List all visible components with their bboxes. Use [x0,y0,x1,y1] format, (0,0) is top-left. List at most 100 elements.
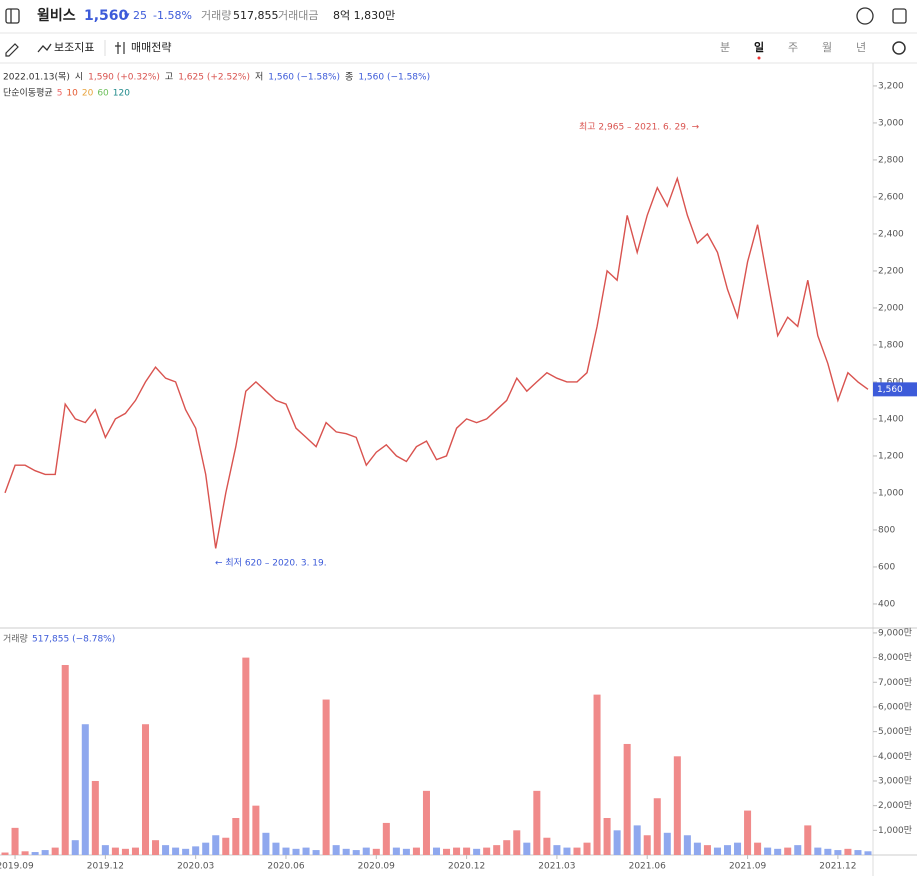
volume-bar [533,790,541,855]
y-tick-label: 4,000만 [878,751,912,762]
volume-bar [262,832,270,855]
volume-bar [312,850,320,855]
volume-bar [101,845,109,855]
volume-title-value: 517,855 (−8.78%) [32,635,115,645]
volume-bar [864,851,872,855]
x-tick-label: 2021.03 [538,862,575,872]
y-tick-label: 600 [878,562,895,572]
period-tab[interactable]: 월 [822,41,832,54]
volume-bar [713,847,721,855]
legend-close: 1,560 (−1.58%) [358,73,430,83]
volume-bar [111,847,119,855]
price-line [4,176,869,549]
volume-bar [844,848,852,855]
volume-bar [71,840,79,855]
y-tick-label: 1,200 [878,451,904,461]
y-tick-label: 7,000만 [878,677,912,688]
volume-bar [693,842,701,855]
volume-bar [252,805,260,855]
volume-bar [593,694,601,855]
volume-bar [723,845,732,855]
current-price-label: 1,560 [877,385,903,395]
period-tab[interactable]: 일 [754,40,764,54]
period-tab[interactable]: 분 [720,41,730,54]
more-button[interactable] [856,7,874,25]
y-tick-label: 800 [878,525,895,535]
volume-bar [152,840,160,855]
volume-bar [483,847,491,855]
period-tab[interactable]: 년 [856,41,866,54]
volume-bar [824,848,832,855]
volume-bar [774,848,782,855]
y-tick-label: 2,000만 [878,800,912,811]
volume-bar [81,724,89,855]
y-tick-label: 1,000 [878,488,904,498]
volume-bar [683,835,691,855]
volume-bar [834,850,842,855]
volume-bar [342,848,350,855]
strategy-button[interactable]: 매매전략 [131,41,171,54]
sidebar-icon[interactable] [5,8,20,24]
volume-bar [443,848,451,855]
legend-low-label: 저 [255,72,263,83]
min-annotation: ← 최저 620 – 2020. 3. 19. [215,558,327,569]
y-tick-label: 3,200 [878,81,904,91]
panel-button[interactable] [892,8,907,24]
volume-bar [643,835,651,855]
volume-bar [804,825,812,855]
volume-bar [573,847,581,855]
y-tick-label: 3,000 [878,118,904,128]
y-tick-label: 5,000만 [878,726,912,737]
volume-bar [222,837,230,855]
volume-bar [412,847,420,855]
volume-bar [553,845,561,855]
draw-tool[interactable] [5,43,19,57]
volume-bar [703,845,711,855]
volume-bar [372,848,380,855]
price: 1,560 [84,8,129,24]
volume-bar [453,847,461,855]
volume-bar [272,842,280,855]
period-tab[interactable]: 주 [788,41,798,54]
y-tick-label: 8,000만 [878,652,912,663]
y-tick-label: 6,000만 [878,701,912,712]
volume-bar [473,848,481,855]
volume-bar [292,848,300,855]
y-tick-label: 1,000만 [878,825,912,836]
x-tick-label: 2020.12 [448,862,485,872]
legend-high-label: 고 [165,73,173,83]
change: ▾ 25 [124,9,147,22]
indicators-button[interactable]: 보조지표 [54,41,94,54]
volume-bar [493,845,501,855]
volume-bar [653,798,661,855]
strategy-icon [115,42,125,54]
volume-bar [463,847,471,855]
volume-bar [232,817,240,855]
volume-bar [392,847,400,855]
y-tick-label: 2,200 [878,266,904,276]
volume-bar [1,852,9,855]
legend-close-label: 종 [345,72,353,83]
volume-bar [623,743,631,855]
y-tick-label: 9,000만 [878,627,912,638]
volume-bar [141,724,150,855]
volume-bar [503,840,511,855]
volume-bar [523,842,531,855]
ma-period: 5 [57,89,63,99]
legend-open: 1,590 (+0.32%) [88,73,160,83]
change-pct: -1.58% [153,9,192,22]
volume-bar [121,848,129,855]
settings-button[interactable] [892,41,906,55]
x-tick-label: 2021.09 [729,862,766,872]
volume-bar [162,845,170,855]
volume-bar [31,852,39,855]
volume-bar [563,847,571,855]
volume-bar [513,830,521,855]
ma-period: 20 [82,89,94,99]
legend-open-label: 시 [75,72,83,83]
y-tick-label: 2,400 [878,229,904,239]
x-tick-label: 2019.12 [87,862,124,872]
volume-bar [302,847,310,855]
